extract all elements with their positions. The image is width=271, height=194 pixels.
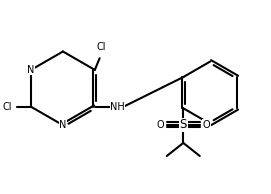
Text: Cl: Cl [96, 42, 106, 52]
Text: Cl: Cl [2, 102, 12, 112]
Text: O: O [203, 120, 210, 130]
Text: N: N [59, 120, 67, 130]
Text: O: O [156, 120, 164, 130]
Text: N: N [27, 65, 35, 75]
Text: NH: NH [110, 102, 125, 112]
Text: S: S [180, 118, 187, 131]
